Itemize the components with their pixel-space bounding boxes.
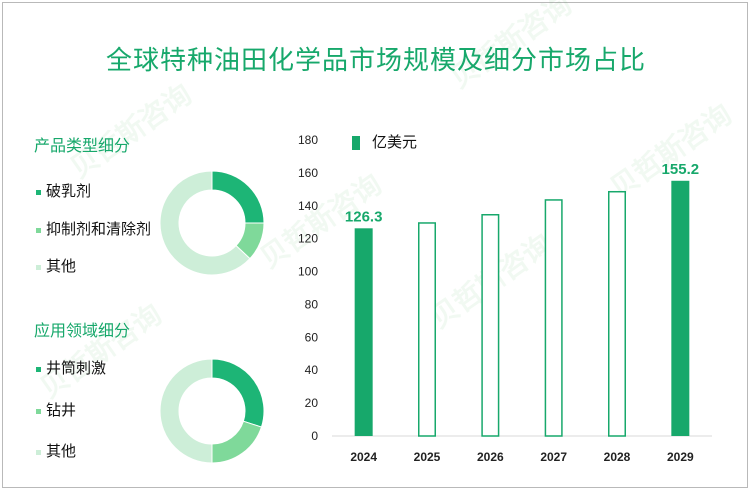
bar-2029	[671, 180, 690, 436]
y-tick-label: 120	[298, 232, 318, 246]
bar-2028	[608, 190, 626, 437]
x-tick-label: 2029	[667, 450, 694, 464]
donut1-legend-0: 破乳剂	[36, 180, 91, 201]
y-tick-label: 20	[305, 396, 319, 410]
legend-swatch	[36, 408, 41, 414]
legend-swatch	[36, 264, 41, 270]
legend-swatch	[36, 449, 41, 455]
x-tick-label: 2024	[350, 450, 377, 464]
y-tick-label: 40	[305, 363, 319, 377]
y-tick-label: 140	[298, 199, 318, 213]
data-label: 126.3	[345, 208, 383, 225]
y-tick-label: 60	[305, 330, 319, 344]
page-title: 全球特种油田化学品市场规模及细分市场占比	[105, 46, 646, 76]
donut1-title: 产品类型细分	[34, 136, 131, 155]
donut2-legend-1: 钻井	[36, 399, 76, 420]
x-tick-label: 2027	[540, 450, 567, 464]
x-tick-label: 2026	[477, 450, 504, 464]
legend-label: 钻井	[46, 401, 77, 419]
legend-label: 其他	[46, 442, 77, 460]
y-tick-label: 0	[311, 429, 318, 443]
legend-label: 破乳剂	[46, 182, 92, 200]
donut2-slice-0	[211, 358, 265, 428]
bar-2027	[544, 199, 563, 437]
data-label: 155.2	[662, 161, 700, 178]
legend-label: 抑制剂和清除剂	[46, 220, 152, 238]
legend-swatch	[36, 189, 41, 195]
legend-swatch	[352, 136, 360, 150]
x-tick-label: 2028	[604, 450, 631, 464]
y-tick-label: 80	[305, 297, 319, 311]
bar-2024	[354, 228, 373, 436]
donut2-legend-2: 其他	[36, 440, 76, 461]
y-tick-label: 100	[298, 265, 318, 279]
donut2-title: 应用领域细分	[34, 321, 131, 340]
y-tick-label: 180	[298, 133, 318, 147]
legend-swatch	[36, 227, 41, 233]
legend-label: 其他	[46, 257, 77, 275]
x-tick-label: 2025	[414, 450, 441, 464]
donut1-slice-0	[211, 170, 265, 224]
legend-series-name: 亿美元	[372, 133, 418, 151]
legend-swatch	[36, 366, 41, 372]
donut2-slice-1	[211, 420, 263, 464]
y-tick-label: 160	[298, 166, 318, 180]
donut1-legend-1: 抑制剂和清除剂	[36, 218, 151, 239]
donut1-slice-2	[159, 170, 251, 276]
legend-label: 井筒刺激	[46, 359, 107, 377]
chart-legend: 亿美元	[352, 131, 417, 152]
bar-2026	[481, 214, 500, 437]
bar-2025	[418, 222, 436, 437]
donut1-legend-2: 其他	[36, 255, 76, 276]
donut2-slice-2	[159, 358, 213, 464]
donut2-legend-0: 井筒刺激	[36, 357, 106, 378]
